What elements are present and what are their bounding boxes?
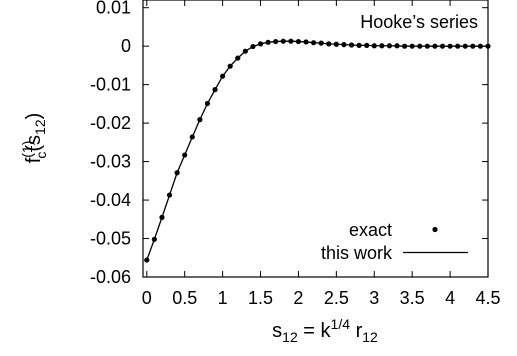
- data-point-exact: [166, 192, 173, 198]
- legend-label-this-work: this work: [321, 243, 393, 263]
- data-point-exact: [485, 43, 491, 49]
- x-tick-label: 4: [445, 288, 455, 308]
- data-point-exact: [227, 63, 233, 69]
- data-point-exact: [326, 41, 332, 47]
- data-point-exact: [220, 73, 226, 79]
- x-tick-label: 1.5: [248, 288, 273, 308]
- x-tick-label: 4.5: [475, 288, 500, 308]
- data-point-exact: [348, 42, 355, 48]
- y-ticks: -0.06 -0.05 -0.04 -0.03 -0.02 -0.01 0 0.01: [90, 0, 488, 287]
- data-point-exact: [235, 55, 241, 61]
- x-tick-label: 0: [142, 288, 152, 308]
- data-point-exact: [379, 43, 385, 49]
- data-point-exact: [470, 43, 476, 49]
- x-tick-label: 2: [293, 288, 303, 308]
- plot-frame: [142, 0, 489, 278]
- data-point-exact: [303, 39, 309, 45]
- data-point-exact: [151, 236, 157, 242]
- data-point-exact: [242, 48, 248, 54]
- data-point-exact: [341, 42, 347, 48]
- data-point-exact: [265, 39, 271, 45]
- data-point-exact: [386, 43, 393, 49]
- data-point-exact: [333, 41, 339, 47]
- x-tick-label: 0.5: [172, 288, 197, 308]
- x-ticks: 0 0.5 1 1.5 2 2.5 3 3.5 4 4.5: [142, 0, 501, 308]
- legend: exact this work: [321, 220, 468, 263]
- data-point-exact: [182, 152, 188, 158]
- data-point-exact: [477, 43, 484, 49]
- y-axis-title: f(1)c(s12): [19, 113, 49, 164]
- data-point-exact: [356, 42, 362, 49]
- data-point-exact: [144, 257, 150, 263]
- data-point-exact: [455, 43, 461, 49]
- y-tick-label: -0.01: [90, 75, 131, 95]
- data-point-exact: [295, 38, 302, 45]
- data-point-exact: [371, 43, 377, 49]
- x-axis-title: s12 = k1/4 r12: [272, 316, 378, 345]
- data-point-exact: [394, 43, 400, 49]
- data-point-exact: [318, 40, 324, 46]
- x-tick-label: 1: [218, 288, 228, 308]
- data-point-exact: [439, 43, 446, 49]
- data-point-exact: [288, 38, 294, 44]
- series-layer: [144, 38, 491, 263]
- data-point-exact: [197, 117, 203, 123]
- legend-marker-exact: [432, 226, 438, 233]
- y-tick-label: -0.03: [90, 152, 131, 172]
- y-tick-label: 0: [121, 36, 131, 56]
- data-point-exact: [364, 42, 370, 49]
- data-point-exact: [462, 43, 468, 49]
- data-point-exact: [189, 134, 195, 140]
- y-tick-label: -0.05: [90, 229, 131, 249]
- annotation-label: Hooke’s series: [360, 12, 478, 32]
- data-point-exact: [417, 43, 423, 49]
- data-point-exact: [280, 38, 286, 44]
- data-point-exact: [424, 43, 430, 49]
- data-point-exact: [204, 100, 211, 107]
- x-tick-label: 3.5: [400, 288, 425, 308]
- data-point-exact: [159, 214, 165, 220]
- x-tick-label: 2.5: [324, 288, 349, 308]
- x-tick-label: 3: [369, 288, 379, 308]
- data-point-exact: [432, 43, 438, 49]
- data-point-exact: [257, 41, 264, 47]
- data-point-exact: [447, 43, 453, 49]
- data-point-exact: [212, 87, 218, 93]
- y-tick-label: -0.04: [90, 190, 131, 210]
- y-tick-label: 0.01: [96, 0, 131, 18]
- data-point-exact: [401, 43, 408, 49]
- y-tick-label: -0.06: [90, 267, 131, 287]
- legend-label-exact: exact: [349, 220, 392, 240]
- data-point-exact: [311, 40, 317, 46]
- data-point-exact: [250, 43, 256, 50]
- series-line-this-work: [146, 40, 488, 261]
- data-point-exact: [409, 43, 415, 49]
- data-point-exact: [273, 38, 279, 45]
- data-point-exact: [174, 170, 180, 176]
- y-tick-label: -0.02: [90, 113, 131, 133]
